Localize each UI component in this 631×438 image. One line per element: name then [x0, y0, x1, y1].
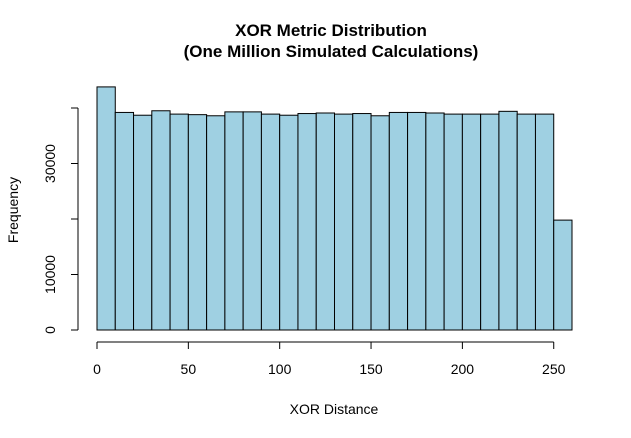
- x-tick-label: 250: [542, 361, 566, 377]
- histogram-bar: [516, 113, 536, 331]
- y-tick-label: 10000: [42, 255, 58, 294]
- histogram-bar: [169, 113, 189, 331]
- y-axis-label: Frequency: [5, 177, 21, 243]
- histogram-bar: [407, 111, 427, 331]
- histogram-bar: [534, 113, 555, 331]
- x-tick-label: 200: [451, 361, 475, 377]
- x-tick-label: 0: [93, 361, 101, 377]
- chart-title: XOR Metric Distribution: [235, 21, 427, 40]
- histogram-bar: [297, 113, 317, 331]
- histogram-bars: [96, 86, 573, 331]
- histogram-bar: [260, 113, 281, 331]
- x-tick-label: 100: [268, 361, 292, 377]
- y-axis: 0 10000 30000: [42, 107, 79, 334]
- histogram-bar: [480, 113, 500, 331]
- y-tick-label: 0: [42, 326, 58, 334]
- histogram-bar: [388, 111, 409, 331]
- histogram-bar: [206, 115, 226, 331]
- histogram-bar: [151, 110, 171, 331]
- x-tick-label: 50: [181, 361, 197, 377]
- histogram-bar: [315, 112, 336, 331]
- histogram-bar: [114, 111, 135, 331]
- histogram-bar: [370, 115, 390, 331]
- histogram-bar: [425, 112, 445, 331]
- x-tick-label: 150: [359, 361, 383, 377]
- histogram-bar: [133, 114, 153, 331]
- y-tick-label: 30000: [42, 144, 58, 183]
- chart-subtitle: (One Million Simulated Calculations): [184, 42, 479, 61]
- histogram-bar: [334, 113, 354, 331]
- histogram-bar: [224, 111, 244, 331]
- histogram-bar: [498, 110, 518, 331]
- x-axis-label: XOR Distance: [290, 401, 379, 417]
- histogram-bar: [352, 113, 372, 331]
- histogram-bar: [96, 86, 116, 331]
- histogram-bar: [553, 219, 573, 331]
- histogram-bar: [461, 113, 482, 331]
- x-axis: 0 50 100 150 200 250: [93, 341, 566, 377]
- histogram-bar: [187, 114, 208, 331]
- histogram-bar: [242, 111, 262, 331]
- histogram-bar: [443, 113, 463, 331]
- histogram-bar: [279, 114, 299, 331]
